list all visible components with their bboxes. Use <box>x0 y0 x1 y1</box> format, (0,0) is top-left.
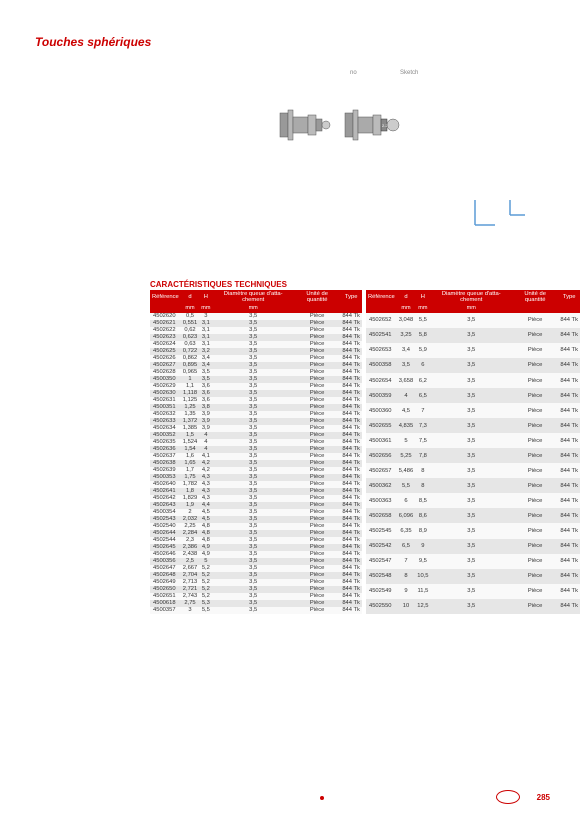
table-row: 45026533,45,93,5Pièce844 Tk <box>366 343 580 358</box>
table-row: 45003562,553,5Pièce844 Tk <box>150 558 362 565</box>
col-unit: Unité de quantité <box>512 290 558 305</box>
table-row: 45026565,257,83,5Pièce844 Tk <box>366 448 580 463</box>
table-row: 45026472,6675,23,5Pièce844 Tk <box>150 565 362 572</box>
table-row: 4502549911,53,5Pièce844 Tk <box>366 584 580 599</box>
table-row: 450035735,53,5Pièce844 Tk <box>150 607 362 614</box>
col-type: Type <box>340 290 362 305</box>
table-row: 45025413,255,83,5Pièce844 Tk <box>366 328 580 343</box>
table-row: 450254779,53,5Pièce844 Tk <box>366 554 580 569</box>
photo-label-1: no <box>350 70 357 76</box>
table-row: 45026270,8953,43,5Pièce844 Tk <box>150 362 362 369</box>
table-row: 45026361,5443,5Pièce844 Tk <box>150 446 362 453</box>
spec-table-2: Référence d H Diamètre queue d'atta-chem… <box>366 290 580 614</box>
table-row: 45026341,3853,93,5Pièce844 Tk <box>150 425 362 432</box>
table-row: 45026421,8294,33,5Pièce844 Tk <box>150 495 362 502</box>
tables-container: Référence d H Diamètre queue d'atta-chem… <box>150 290 580 614</box>
table-row: 45003625,583,5Pièce844 Tk <box>366 478 580 493</box>
table-row: 45026301,1183,63,5Pièce844 Tk <box>150 390 362 397</box>
footer-dot-icon <box>320 796 324 800</box>
table-row: 450036368,53,5Pièce844 Tk <box>366 493 580 508</box>
table-row: 45026321,353,93,5Pièce844 Tk <box>150 411 362 418</box>
table-row: 45026351,52443,5Pièce844 Tk <box>150 439 362 446</box>
table-row: 450035424,53,5Pièce844 Tk <box>150 509 362 516</box>
table-row: 45026210,5513,13,5Pièce844 Tk <box>150 320 362 327</box>
table-row: 45026512,7435,23,5Pièce844 Tk <box>150 593 362 600</box>
col-diam: Diamètre queue d'atta-chement <box>431 290 512 305</box>
table-row: 45006182,755,33,5Pièce844 Tk <box>150 600 362 607</box>
product-photo: no Sketch 2.25 <box>270 95 420 155</box>
table-row: 45026291,13,63,5Pièce844 Tk <box>150 383 362 390</box>
col-d: d <box>397 290 416 305</box>
table-row: 45026554,8357,33,5Pièce844 Tk <box>366 418 580 433</box>
table-row: 45026230,6233,13,5Pièce844 Tk <box>150 334 362 341</box>
table-row: 45026401,7824,33,5Pièce844 Tk <box>150 481 362 488</box>
dimension-diagram <box>470 195 530 235</box>
table-row: 45026462,4384,93,5Pièce844 Tk <box>150 551 362 558</box>
section-heading: CARACTÉRISTIQUES TECHNIQUES <box>150 280 287 289</box>
col-diam: Diamètre queue d'atta-chement <box>212 290 293 305</box>
table-row: 45025456,358,93,5Pièce844 Tk <box>366 523 580 538</box>
footer-oval-icon <box>496 790 520 804</box>
col-d: d <box>181 290 200 305</box>
table-row: 45026220,623,13,5Pièce844 Tk <box>150 327 362 334</box>
table-row: 45003531,754,33,5Pièce844 Tk <box>150 474 362 481</box>
table-row: 45026280,9653,53,5Pièce844 Tk <box>150 369 362 376</box>
table-row: 450035946,53,5Pièce844 Tk <box>366 388 580 403</box>
table-row: 45026260,8623,43,5Pièce844 Tk <box>150 355 362 362</box>
table-row: 45026240,633,13,5Pièce844 Tk <box>150 341 362 348</box>
table-row: 45026431,94,43,5Pièce844 Tk <box>150 502 362 509</box>
col-unit: Unité de quantité <box>294 290 340 305</box>
table-row: 45026311,1253,63,5Pièce844 Tk <box>150 397 362 404</box>
table-row: 4502548810,53,5Pièce844 Tk <box>366 569 580 584</box>
table-row: 45026502,7215,23,5Pièce844 Tk <box>150 586 362 593</box>
table-row: 45026492,7135,23,5Pièce844 Tk <box>150 579 362 586</box>
table-row: 45025442,34,83,5Pièce844 Tk <box>150 537 362 544</box>
table-row: 45026411,84,33,5Pièce844 Tk <box>150 488 362 495</box>
col-ref: Référence <box>366 290 397 305</box>
col-h: H <box>199 290 212 305</box>
table-row: 45026371,64,13,5Pièce844 Tk <box>150 453 362 460</box>
table-row: 45026575,48683,5Pièce844 Tk <box>366 463 580 478</box>
table-row: 45026523,0485,53,5Pièce844 Tk <box>366 313 580 328</box>
table-row: 45026586,0968,63,5Pièce844 Tk <box>366 508 580 523</box>
table-row: 45026331,3723,93,5Pièce844 Tk <box>150 418 362 425</box>
table-row: 45025432,0324,53,5Pièce844 Tk <box>150 516 362 523</box>
table-row: 45026250,7223,23,5Pièce844 Tk <box>150 348 362 355</box>
title: Touches sphériques <box>35 35 151 49</box>
table-row: 45025501012,53,5Pièce844 Tk <box>366 599 580 614</box>
col-type: Type <box>558 290 580 305</box>
table-row: 45003511,253,83,5Pièce844 Tk <box>150 404 362 411</box>
spec-table-1: Référence d H Diamètre queue d'atta-chem… <box>150 290 362 614</box>
table-row: 45026200,533,5Pièce844 Tk <box>150 313 362 320</box>
table-row: 45026442,2844,83,5Pièce844 Tk <box>150 530 362 537</box>
table-row: 45003604,573,5Pièce844 Tk <box>366 403 580 418</box>
table-row: 45003583,563,5Pièce844 Tk <box>366 358 580 373</box>
col-h: H <box>415 290 430 305</box>
table-row: 450035013,53,5Pièce844 Tk <box>150 376 362 383</box>
page-number: 285 <box>537 793 550 802</box>
table-row: 45003521,543,5Pièce844 Tk <box>150 432 362 439</box>
table-row: 45026391,74,23,5Pièce844 Tk <box>150 467 362 474</box>
table-row: 45026543,6586,23,5Pièce844 Tk <box>366 373 580 388</box>
table-row: 45026482,7045,23,5Pièce844 Tk <box>150 572 362 579</box>
table-row: 45025402,254,83,5Pièce844 Tk <box>150 523 362 530</box>
table-row: 45026381,654,23,5Pièce844 Tk <box>150 460 362 467</box>
photo-label-2: Sketch <box>400 70 418 76</box>
col-ref: Référence <box>150 290 181 305</box>
table-row: 450036157,53,5Pièce844 Tk <box>366 433 580 448</box>
table-row: 45025426,593,5Pièce844 Tk <box>366 539 580 554</box>
table-row: 45026452,3864,93,5Pièce844 Tk <box>150 544 362 551</box>
